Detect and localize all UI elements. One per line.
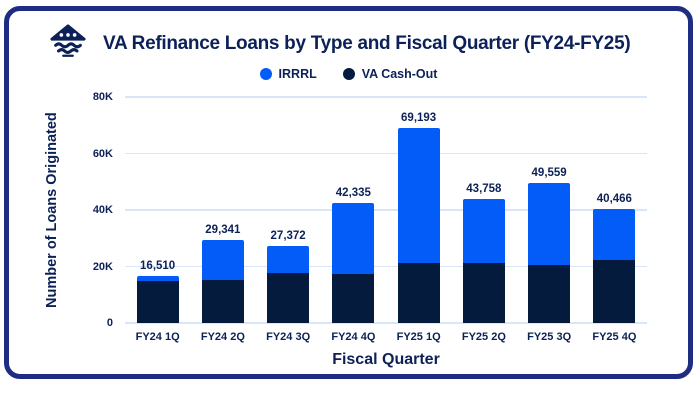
bar-total-label: 49,559 [531,167,567,180]
y-tick-label: 60K [92,147,113,160]
bar-total-label: 27,372 [270,229,306,242]
x-tick-label-fy25-1q: FY25 1Q [396,331,441,343]
bar-segment-irrrl [528,183,571,266]
bar-fy24-1q: 16,510 [125,97,190,323]
legend: IRRRL VA Cash-Out [9,67,688,81]
plot-area: 16,510 29,341 27,372 42,335 69,193 43,758 49,5… [93,91,647,329]
bar-fy25-4q: 40,466 [582,97,647,323]
bar-segment-va-cash-out [201,280,244,323]
bar-total-label: 29,341 [205,224,241,237]
gridline-20k [125,265,647,268]
bar-segment-va-cash-out [593,260,636,323]
bar-fy24-3q: 27,372 [256,97,321,323]
gridline-0 [125,322,647,324]
x-tick-label-fy24-4q: FY24 4Q [331,331,376,343]
bar-fy25-1q: 69,193 [386,97,451,323]
bar-segment-va-cash-out [528,265,571,323]
bar-total-label: 16,510 [140,260,176,273]
bar-segment-irrrl [136,276,179,281]
y-tick-label: 0 [106,317,113,329]
bar-fy24-2q: 29,341 [190,97,255,323]
y-tick-label: 20K [92,260,113,273]
bar-segment-irrrl [593,208,636,261]
bar-segment-irrrl [462,199,505,264]
legend-item-va-cash-out: VA Cash-Out [342,67,438,81]
bar-segment-va-cash-out [462,263,505,323]
y-tick-label: 80K [92,91,113,103]
bar-segment-irrrl [201,240,244,281]
x-tick-label-fy24-1q: FY24 1Q [135,331,180,343]
bar-total-label: 69,193 [401,111,437,124]
bar-total-label: 42,335 [335,187,371,200]
bar-segment-va-cash-out [397,262,440,323]
house-over-waves-icon [49,23,87,61]
bar-segment-irrrl [332,203,375,275]
bars-container: 16,510 29,341 27,372 42,335 69,193 43,758 49,5… [125,97,647,323]
bar-segment-va-cash-out [332,274,375,323]
x-tick-label-fy25-4q: FY25 4Q [592,331,637,343]
bar-segment-va-cash-out [136,280,179,323]
bar-fy25-2q: 43,758 [451,97,516,323]
bar-total-label: 43,758 [466,183,502,196]
legend-swatch-icon [342,68,355,80]
bar-fy25-3q: 49,559 [517,97,582,323]
gridline-80k [125,96,647,98]
legend-label: IRRRL [278,67,317,81]
bar-total-label: 40,466 [596,192,632,205]
bar-segment-irrrl [397,127,440,263]
gridline-60k [125,152,647,155]
bar-segment-irrrl [267,245,310,274]
y-axis-title: Number of Loans Originated [44,112,60,308]
legend-label: VA Cash-Out [361,67,438,81]
legend-item-irrrl: IRRRL [259,67,317,81]
x-tick-label-fy25-3q: FY25 3Q [527,331,572,343]
chart-card: VA Refinance Loans by Type and Fiscal Qu… [4,6,693,379]
bar-fy24-4q: 42,335 [321,97,386,323]
legend-swatch-icon [259,68,272,80]
x-tick-label-fy24-2q: FY24 2Q [200,331,245,343]
x-tick-label-fy24-3q: FY24 3Q [266,331,311,343]
chart-title: VA Refinance Loans by Type and Fiscal Qu… [103,33,631,54]
gridline-40k [125,209,647,211]
x-axis-tick-labels: FY24 1Q FY24 2Q FY24 3Q FY24 4Q FY25 1Q FY25 … [125,331,647,343]
bar-segment-va-cash-out [267,273,310,323]
y-tick-label: 40K [92,204,113,216]
x-axis-title: Fiscal Quarter [332,351,440,368]
x-tick-label-fy25-2q: FY25 2Q [461,331,506,343]
